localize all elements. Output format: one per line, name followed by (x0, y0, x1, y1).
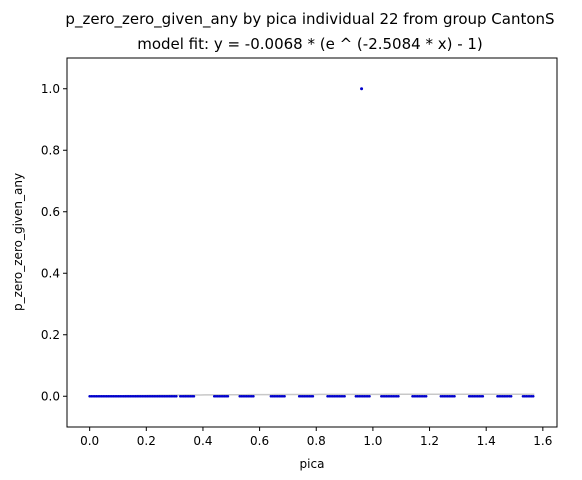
x-tick-label: 0.0 (80, 434, 99, 448)
data-point (397, 394, 400, 398)
data-point (453, 394, 456, 398)
data-point (509, 394, 513, 398)
data-point (283, 394, 286, 398)
y-tick-label: 0.2 (41, 328, 60, 342)
y-tick-label: 0.0 (41, 389, 60, 403)
data-point (311, 394, 315, 398)
data-point (531, 394, 535, 398)
y-tick-label: 0.8 (41, 143, 60, 157)
chart-title: p_zero_zero_given_any by pica individual… (65, 10, 554, 29)
y-axis-label: p_zero_zero_given_any (11, 173, 25, 311)
plot-frame (66, 57, 558, 428)
y-tick-label: 1.0 (41, 82, 60, 96)
x-tick-label: 1.4 (477, 434, 496, 448)
x-axis-label: pica (300, 457, 325, 471)
data-point (360, 87, 364, 91)
x-tick-label: 1.2 (420, 434, 439, 448)
x-axis: 0.0 0.2 0.4 0.6 0.8 1.0 1.2 1.4 1.6 (80, 427, 552, 448)
data-point (481, 394, 485, 398)
plot-area (88, 87, 535, 398)
x-tick-label: 0.4 (193, 434, 212, 448)
data-point (368, 394, 371, 398)
data-point (252, 394, 255, 398)
data-point (192, 394, 196, 398)
x-tick-label: 0.2 (137, 434, 156, 448)
x-tick-label: 1.6 (533, 434, 552, 448)
y-tick-label: 0.6 (41, 205, 60, 219)
chart-subtitle: model fit: y = -0.0068 * (e ^ (-2.5084 *… (137, 35, 483, 53)
y-axis: 0.0 0.2 0.4 0.6 0.8 1.0 (41, 82, 67, 403)
data-point (343, 394, 346, 398)
x-tick-label: 1.0 (363, 434, 382, 448)
y-tick-label: 0.4 (41, 266, 60, 280)
data-point (226, 394, 230, 398)
data-point (424, 394, 428, 398)
data-point (175, 394, 178, 398)
point-series (88, 394, 535, 398)
x-tick-label: 0.6 (250, 434, 269, 448)
x-tick-label: 0.8 (307, 434, 326, 448)
